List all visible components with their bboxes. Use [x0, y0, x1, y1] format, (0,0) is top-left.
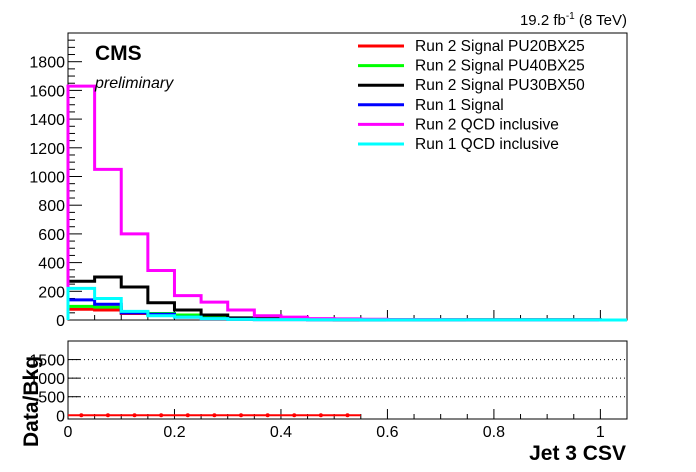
ratio-plot-frame: [67, 340, 628, 420]
ratio-point: [239, 413, 244, 418]
ratio-point: [105, 413, 110, 418]
ratio-gridlines: [68, 359, 627, 398]
luminosity-value: 19.2 fb: [520, 12, 566, 29]
ratio-y-tick-label: 0: [56, 408, 65, 425]
ratio-y-tick-label: 500: [38, 390, 65, 407]
cms-label: CMS: [95, 42, 142, 65]
ratio-y-tick-label: 1500: [29, 353, 65, 370]
main-y-tick-label: 600: [38, 227, 65, 244]
ratio-point: [265, 413, 270, 418]
ratio-point: [79, 413, 84, 418]
x-axis: 0 0.2 0.4 0.6 0.8 1: [64, 409, 605, 441]
legend-label: Run 2 Signal PU20BX25: [415, 38, 585, 55]
x-axis-title: Jet 3 CSV: [529, 442, 626, 465]
x-tick-label: 0.2: [163, 424, 185, 441]
ratio-point: [212, 413, 217, 418]
main-histograms: [66, 84, 627, 322]
ratio-point: [345, 413, 350, 418]
main-y-tick-label: 1600: [29, 83, 65, 100]
main-y-axis: 0 200 400 600 800 1000 1200 1400 1600 1800: [29, 39, 601, 330]
legend-label: Run 1 Signal: [415, 97, 504, 114]
legend-label: Run 2 Signal PU40BX25: [415, 58, 585, 75]
ratio-points: [68, 413, 361, 418]
ratio-y-tick-label: 1000: [29, 371, 65, 388]
ratio-point: [159, 413, 164, 418]
x-tick-label: 0: [64, 424, 73, 441]
main-y-tick-label: 0: [56, 313, 65, 330]
main-y-tick-label: 200: [38, 284, 65, 301]
main-y-tick-label: 1000: [29, 170, 65, 187]
main-y-tick-label: 400: [38, 256, 65, 273]
x-tick-label: 1: [596, 424, 605, 441]
main-y-tick-label: 1800: [29, 55, 65, 72]
main-y-tick-label: 1200: [29, 141, 65, 158]
luminosity-exponent: -1: [566, 11, 575, 22]
legend-label: Run 2 Signal PU30BX50: [415, 77, 585, 94]
legend-label: Run 2 QCD inclusive: [415, 116, 559, 133]
luminosity-label: 19.2 fb-1 (8 TeV): [520, 11, 627, 29]
x-tick-label: 0.8: [483, 424, 505, 441]
main-plot-panel: 0 200 400 600 800 1000 1200 1400 1600 1800 CMS pr…: [29, 32, 628, 330]
ratio-point: [292, 413, 297, 418]
main-y-tick-label: 1400: [29, 112, 65, 129]
legend-label: Run 1 QCD inclusive: [415, 136, 559, 153]
legend: Run 2 Signal PU20BX25 Run 2 Signal PU40BX…: [358, 38, 585, 153]
x-tick-label: 0.4: [270, 424, 292, 441]
luminosity-energy: (8 TeV): [575, 12, 627, 29]
ratio-point: [185, 413, 190, 418]
y-axis-title-ratio: Data/Bkg: [20, 356, 43, 447]
ratio-point: [318, 413, 323, 418]
preliminary-label: preliminary: [94, 75, 174, 92]
ratio-point: [132, 413, 137, 418]
histogram-series-line: [66, 286, 627, 322]
x-tick-label: 0.6: [376, 424, 398, 441]
main-y-tick-label: 800: [38, 198, 65, 215]
